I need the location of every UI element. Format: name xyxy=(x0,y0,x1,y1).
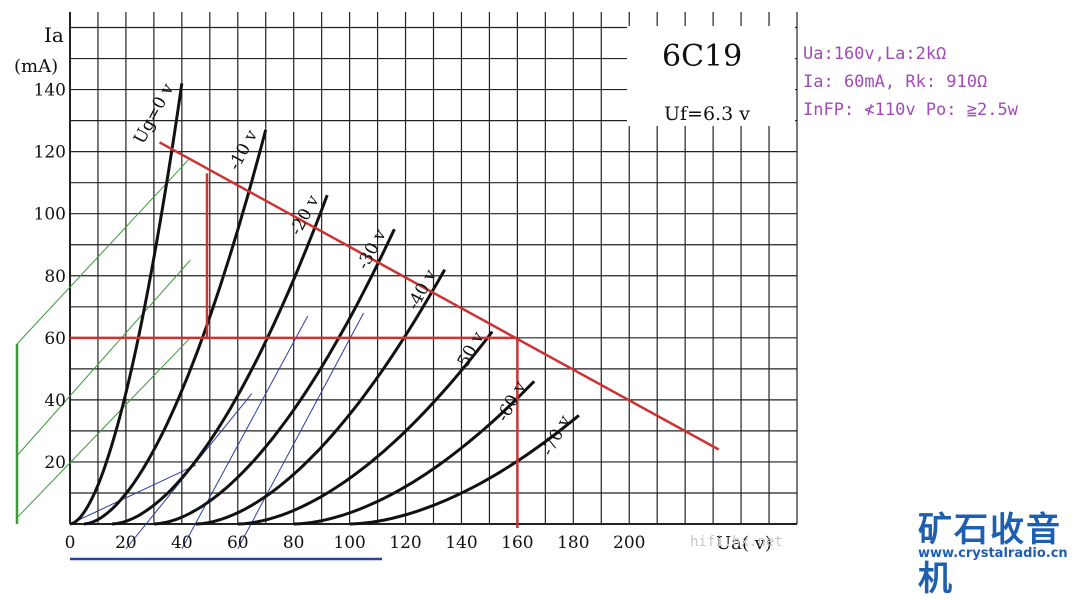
green-guide xyxy=(16,157,191,345)
y-tick-label: 140 xyxy=(34,81,66,101)
x-tick-label: 120 xyxy=(389,533,421,553)
title-box-bg xyxy=(627,26,795,126)
x-tick-label: 180 xyxy=(557,533,589,553)
y-tick-label: 20 xyxy=(44,453,66,473)
spec-line-3: InFP: ≮110v Po: ≧2.5w xyxy=(803,100,1018,120)
y-tick-label: 120 xyxy=(34,143,66,163)
y-tick-label: 60 xyxy=(44,329,66,349)
chart-grid xyxy=(69,12,798,525)
curve-label: -70 v xyxy=(538,412,576,459)
x-tick-label: 20 xyxy=(115,533,137,553)
y-axis-label: Ia xyxy=(44,23,64,47)
x-tick-label: 100 xyxy=(333,533,365,553)
load-line-group xyxy=(70,141,720,528)
y-tick-label: 40 xyxy=(44,391,66,411)
watermark-text: hifi.hx.net xyxy=(690,534,783,550)
blue-guide xyxy=(69,464,197,525)
plate-curve xyxy=(237,330,494,526)
plate-curve xyxy=(349,414,580,526)
green-guide xyxy=(16,259,191,457)
y-axis-unit: (mA) xyxy=(14,56,58,77)
blue-guide xyxy=(181,315,309,550)
x-tick-label: 140 xyxy=(445,533,477,553)
green-guide xyxy=(16,337,191,519)
x-tick-label: 60 xyxy=(227,533,249,553)
tick-labels: 0 20 40 60 80 100 120 140 160 180 200 20 40 60 80 100 12… xyxy=(34,81,646,553)
x-tick-label: 0 xyxy=(65,533,76,553)
x-tick-label: 80 xyxy=(283,533,305,553)
chart-subtitle: Uf=6.3 v xyxy=(664,103,750,125)
x-tick-label: 200 xyxy=(613,533,645,553)
plate-curve xyxy=(111,194,329,526)
spec-line-1: Ua:160v,La:2kΩ xyxy=(803,44,947,64)
plate-curves xyxy=(69,83,580,526)
plate-curve xyxy=(293,380,536,526)
plate-curve xyxy=(69,83,184,526)
site-url: www.crystalradio.cn xyxy=(918,546,1068,561)
x-axis-label: Ua( v) xyxy=(716,533,772,554)
y-tick-label: 80 xyxy=(44,267,66,287)
curve-label: -60 v xyxy=(493,378,531,425)
plate-curve xyxy=(83,129,268,526)
curve-labels: Ug=0 v-10 v-20 v-30 v-40 v-50 v-60 v-70 … xyxy=(130,80,576,459)
chart-title: 6C19 xyxy=(662,39,742,74)
blue-guide xyxy=(237,312,365,550)
plate-curve xyxy=(153,228,396,526)
x-tick-label: 160 xyxy=(501,533,533,553)
characteristic-chart: 0 20 40 60 80 100 120 140 160 180 200 20 40 60 80 100 12… xyxy=(14,12,798,561)
y-tick-label: 100 xyxy=(34,205,66,225)
spec-line-2: Ia: 60mA, Rk: 910Ω xyxy=(803,72,988,92)
load-line xyxy=(158,141,720,451)
x-tick-label: 40 xyxy=(171,533,193,553)
